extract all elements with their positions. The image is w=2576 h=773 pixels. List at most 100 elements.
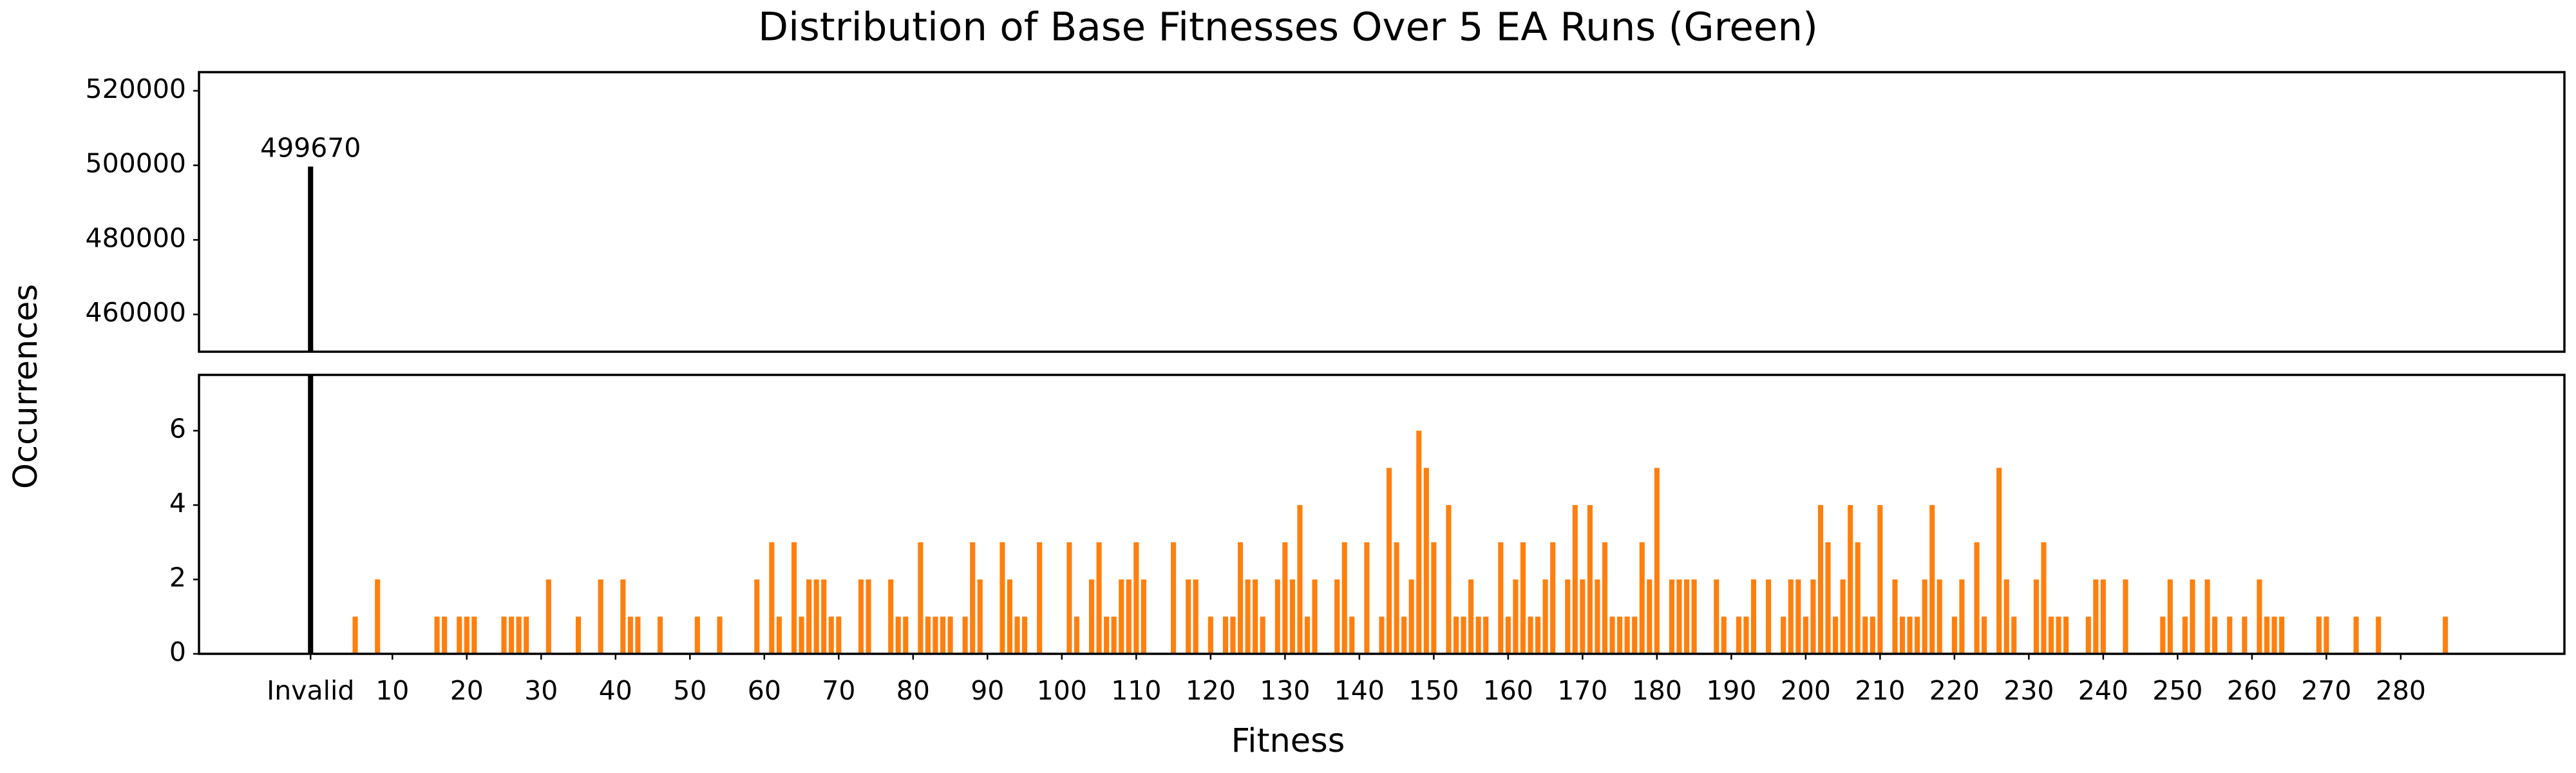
bar [821, 579, 827, 654]
x-tick-label: 40 [599, 675, 632, 706]
bar [1915, 616, 1920, 654]
bar [1982, 616, 1987, 654]
bar [1104, 616, 1110, 654]
bar [858, 579, 864, 654]
x-tick-label: 100 [1037, 675, 1087, 706]
bar [1245, 579, 1251, 654]
bar [1639, 542, 1645, 654]
bar [806, 579, 812, 654]
y-tick-label: 0 [169, 636, 186, 667]
bar [635, 616, 641, 654]
bar [769, 542, 775, 654]
x-tick-label: 60 [748, 675, 781, 706]
bar [1788, 579, 1794, 654]
bar [977, 579, 983, 654]
x-tick-label: 240 [2078, 675, 2128, 706]
data-label: 499670 [260, 133, 361, 164]
x-tick-label: Invalid [267, 675, 354, 706]
bar [1542, 579, 1548, 654]
bar [776, 616, 782, 654]
bar [2167, 579, 2173, 654]
bar [2271, 616, 2277, 654]
bar [501, 616, 507, 654]
bar [2376, 616, 2382, 654]
bar [933, 616, 938, 654]
bar [1312, 579, 1318, 654]
bar [1014, 616, 1020, 654]
bar [1684, 579, 1690, 654]
bar [1528, 616, 1533, 654]
bar [576, 616, 582, 654]
x-tick-label: 90 [971, 675, 1004, 706]
y-tick-label: 2 [169, 562, 186, 593]
bar [457, 616, 462, 654]
bar [1535, 616, 1541, 654]
bar [1647, 579, 1653, 654]
bar [940, 616, 946, 654]
bar [1833, 616, 1839, 654]
bar [1743, 616, 1749, 654]
bar [1617, 616, 1623, 654]
bar [813, 579, 819, 654]
bar [1996, 468, 2002, 654]
x-tick-label: 110 [1111, 675, 1161, 706]
y2-tick-label: 520000 [85, 73, 186, 104]
bar [2123, 579, 2128, 654]
bar [836, 616, 842, 654]
y-tick-label: 6 [169, 414, 186, 444]
bar [2242, 616, 2248, 654]
bar [2264, 616, 2270, 654]
x-axis-label: Fitness [1231, 722, 1345, 760]
bar [1840, 579, 1846, 654]
bar [1074, 616, 1079, 654]
bar [1341, 542, 1347, 654]
bar [1691, 579, 1697, 654]
bar [694, 616, 700, 654]
bar [1088, 579, 1095, 654]
bar [2443, 616, 2448, 654]
bar [947, 616, 953, 654]
x-tick-label: 220 [1929, 675, 1980, 706]
bar [1379, 616, 1385, 654]
bar [2353, 616, 2359, 654]
bar [1208, 616, 1213, 654]
bar [970, 542, 976, 654]
bar [903, 616, 909, 654]
bar [1297, 505, 1303, 654]
upper-plot [308, 166, 314, 352]
bar [1193, 579, 1198, 654]
bar [962, 616, 968, 654]
bar [1781, 616, 1786, 654]
bar [1401, 616, 1407, 654]
lower-plot [308, 375, 2448, 654]
x-tick-label: 120 [1186, 675, 1236, 706]
bar [1907, 616, 1913, 654]
bar [918, 542, 923, 654]
bar [828, 616, 834, 654]
bar [1431, 542, 1437, 654]
bar [1475, 616, 1481, 654]
bar [1669, 579, 1675, 654]
y2-tick-label: 460000 [85, 297, 186, 328]
bar [1750, 579, 1757, 654]
bar [1289, 579, 1295, 654]
bar [1877, 505, 1883, 654]
x-tick-label: 190 [1706, 675, 1756, 706]
bar [1364, 542, 1370, 654]
chart-title: Distribution of Base Fitnesses Over 5 EA… [758, 5, 1818, 50]
bar [1899, 616, 1906, 654]
bar [1066, 542, 1072, 654]
bar [1929, 505, 1935, 654]
bar [1186, 579, 1191, 654]
bar [1803, 616, 1808, 654]
bar [1416, 430, 1422, 654]
bar [1253, 579, 1258, 654]
bar [1222, 616, 1228, 654]
bar [1810, 579, 1816, 654]
bar [442, 616, 448, 654]
y-axis-label: Occurrences [7, 284, 45, 489]
bar [1133, 542, 1139, 654]
bar [2100, 579, 2106, 654]
bar [999, 542, 1005, 654]
bar [1096, 542, 1102, 654]
